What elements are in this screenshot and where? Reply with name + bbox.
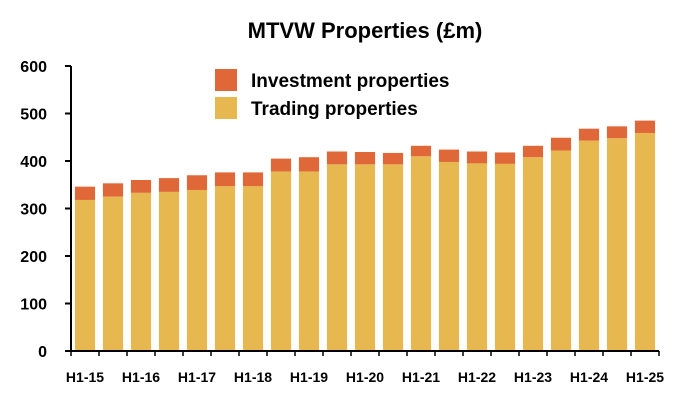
chart-title: MTVW Properties (£m) [248,18,483,43]
bar-trading-h1-19 [298,171,320,351]
bar-trading-fy-19 [326,164,348,351]
bars-group [74,120,656,352]
bar-trading-h1-18 [242,186,264,351]
x-tick-label: H1-20 [346,369,384,385]
bar-investment-fy-22 [494,152,516,164]
bar-investment-fy-20 [382,152,404,165]
bar-trading-fy-21 [438,161,460,351]
bar-investment-fy-23 [550,137,572,151]
legend-label-trading-properties: Trading properties [251,99,418,120]
y-tick-label: 200 [20,249,47,266]
x-tick-label: H1-23 [514,369,552,385]
bar-trading-h1-15 [74,199,96,351]
bar-trading-fy-15 [102,196,124,352]
bar-investment-fy-21 [438,149,460,162]
legend-swatch-investment-properties [215,69,237,91]
bar-trading-h1-25 [634,132,656,351]
bar-trading-h1-24 [578,140,600,351]
bar-trading-h1-22 [466,163,488,352]
bar-investment-fy-17 [214,172,236,187]
bar-trading-h1-17 [186,189,208,351]
bar-investment-h1-24 [578,128,600,141]
x-tick-label: H1-22 [458,369,496,385]
x-tick-label: H1-16 [122,369,160,385]
x-tick-label: H1-24 [570,369,608,385]
x-tick-label: H1-17 [178,369,216,385]
bar-trading-fy-18 [270,171,292,351]
x-tick-label: H1-15 [66,369,104,385]
bar-trading-h1-23 [522,157,544,351]
bar-trading-fy-23 [550,150,572,351]
bar-investment-h1-17 [186,175,208,190]
x-tick-label: H1-18 [234,369,272,385]
x-tick-label: H1-21 [402,369,440,385]
bar-investment-h1-16 [130,180,152,193]
bar-trading-fy-24 [606,138,628,351]
bar-investment-h1-18 [242,172,264,187]
bar-trading-fy-20 [382,164,404,351]
bar-investment-fy-15 [102,183,124,197]
y-tick-label: 100 [20,297,47,314]
bar-trading-h1-20 [354,164,376,351]
bar-investment-h1-20 [354,151,376,165]
legend-swatch-trading-properties [215,97,237,119]
bar-investment-h1-25 [634,120,656,133]
bar-trading-fy-16 [158,191,180,352]
y-tick-label: 300 [20,202,47,219]
bar-investment-h1-23 [522,145,544,158]
y-tick-label: 400 [20,154,47,171]
bar-investment-fy-24 [606,126,628,139]
axes-group: 0 100 200 300 400 500 600 H1-15 H1-16 H1-17 H1-18 H… [20,59,664,385]
legend: Investment properties Trading properties [215,69,450,120]
y-tick-label: 0 [38,344,47,361]
bar-trading-fy-17 [214,186,236,351]
x-tick-label: H1-25 [626,369,664,385]
y-tick-label: 600 [20,59,47,76]
bar-investment-fy-19 [326,151,348,165]
bar-investment-fy-16 [158,178,180,192]
y-tick-label: 500 [20,107,47,124]
x-tick-label: H1-19 [290,369,328,385]
bar-trading-h1-21 [410,156,432,351]
bar-investment-fy-18 [270,158,292,172]
bar-trading-fy-22 [494,163,516,351]
bar-investment-h1-19 [298,157,320,172]
legend-label-investment-properties: Investment properties [251,71,450,92]
bar-investment-h1-15 [74,186,96,200]
bar-trading-h1-16 [130,192,152,351]
bar-investment-h1-21 [410,145,432,157]
bar-investment-h1-22 [466,151,488,164]
